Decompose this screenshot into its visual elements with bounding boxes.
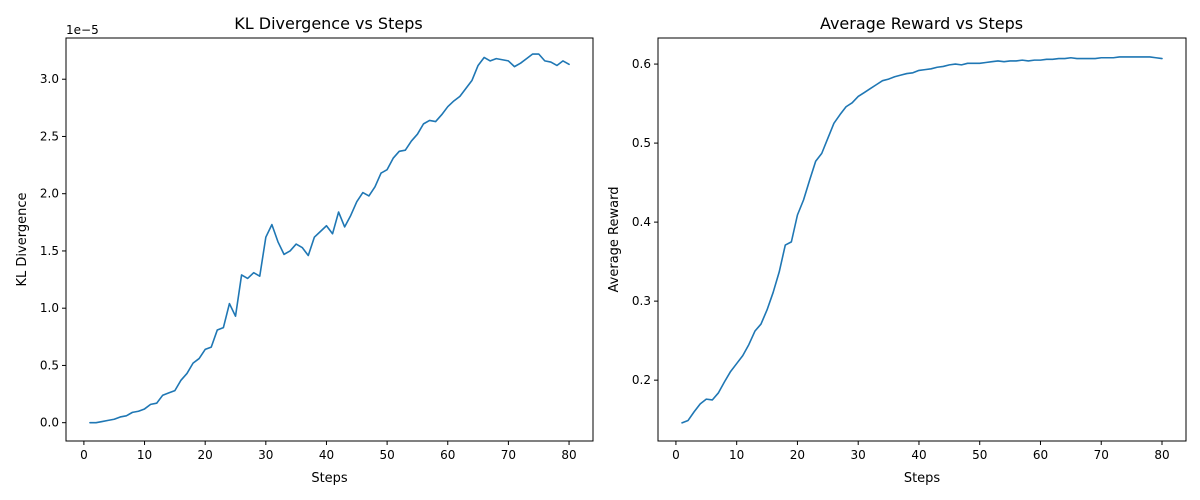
x-tick-label: 40 <box>911 448 926 462</box>
x-tick-label: 70 <box>1094 448 1109 462</box>
plot-area: 0 10 20 30 40 50 60 70 80 0.0 0.5 1.0 1.5 2.0 2.5 3.0 <box>40 53 577 462</box>
series-line <box>681 56 1163 424</box>
x-tick-label: 40 <box>319 448 334 462</box>
x-tick-label: 60 <box>440 448 455 462</box>
y-tick-label: 0.0 <box>40 416 59 430</box>
x-tick-label: 80 <box>1154 448 1169 462</box>
x-tick-label: 20 <box>790 448 805 462</box>
x-tick-label: 30 <box>258 448 273 462</box>
x-tick-label: 60 <box>1033 448 1048 462</box>
y-tick-label: 3.0 <box>40 72 59 86</box>
y-tick-label: 2.5 <box>40 129 59 143</box>
y-axis-offset-label: 1e−5 <box>66 23 99 37</box>
average-reward-chart: Average Reward vs Steps 0 10 20 30 40 50 60 70 8… <box>607 14 1187 486</box>
axes-frame <box>65 37 594 442</box>
x-axis-label: Steps <box>904 471 941 486</box>
chart-title: Average Reward vs Steps <box>820 14 1023 33</box>
chart-title: KL Divergence vs Steps <box>234 14 422 33</box>
y-tick-label: 0.5 <box>40 358 59 372</box>
y-tick-label: 2.0 <box>40 187 59 201</box>
x-tick-label: 50 <box>379 448 394 462</box>
y-tick-label: 0.3 <box>632 294 651 308</box>
plot-area: 0 10 20 30 40 50 60 70 80 0.2 0.3 0.4 0.5 0.6 <box>632 56 1170 462</box>
y-tick-label: 0.2 <box>632 373 651 387</box>
kl-divergence-chart: KL Divergence vs Steps 1e−5 0 10 20 30 40 50 6… <box>15 14 594 486</box>
x-tick-label: 0 <box>672 448 680 462</box>
y-tick-label: 0.6 <box>632 57 651 71</box>
x-tick-label: 20 <box>198 448 213 462</box>
series-line <box>89 53 570 424</box>
y-tick-label: 0.4 <box>632 215 651 229</box>
y-axis-label: Average Reward <box>607 187 622 293</box>
x-axis-label: Steps <box>311 471 348 486</box>
x-tick-label: 30 <box>851 448 866 462</box>
x-tick-label: 10 <box>729 448 744 462</box>
x-tick-label: 50 <box>972 448 987 462</box>
x-tick-label: 80 <box>561 448 576 462</box>
x-tick-label: 70 <box>501 448 516 462</box>
y-tick-label: 1.0 <box>40 301 59 315</box>
axes-frame <box>657 37 1187 442</box>
x-tick-label: 0 <box>80 448 88 462</box>
y-axis-label: KL Divergence <box>15 193 30 287</box>
y-tick-label: 0.5 <box>632 136 651 150</box>
y-tick-label: 1.5 <box>40 244 59 258</box>
x-tick-label: 10 <box>137 448 152 462</box>
